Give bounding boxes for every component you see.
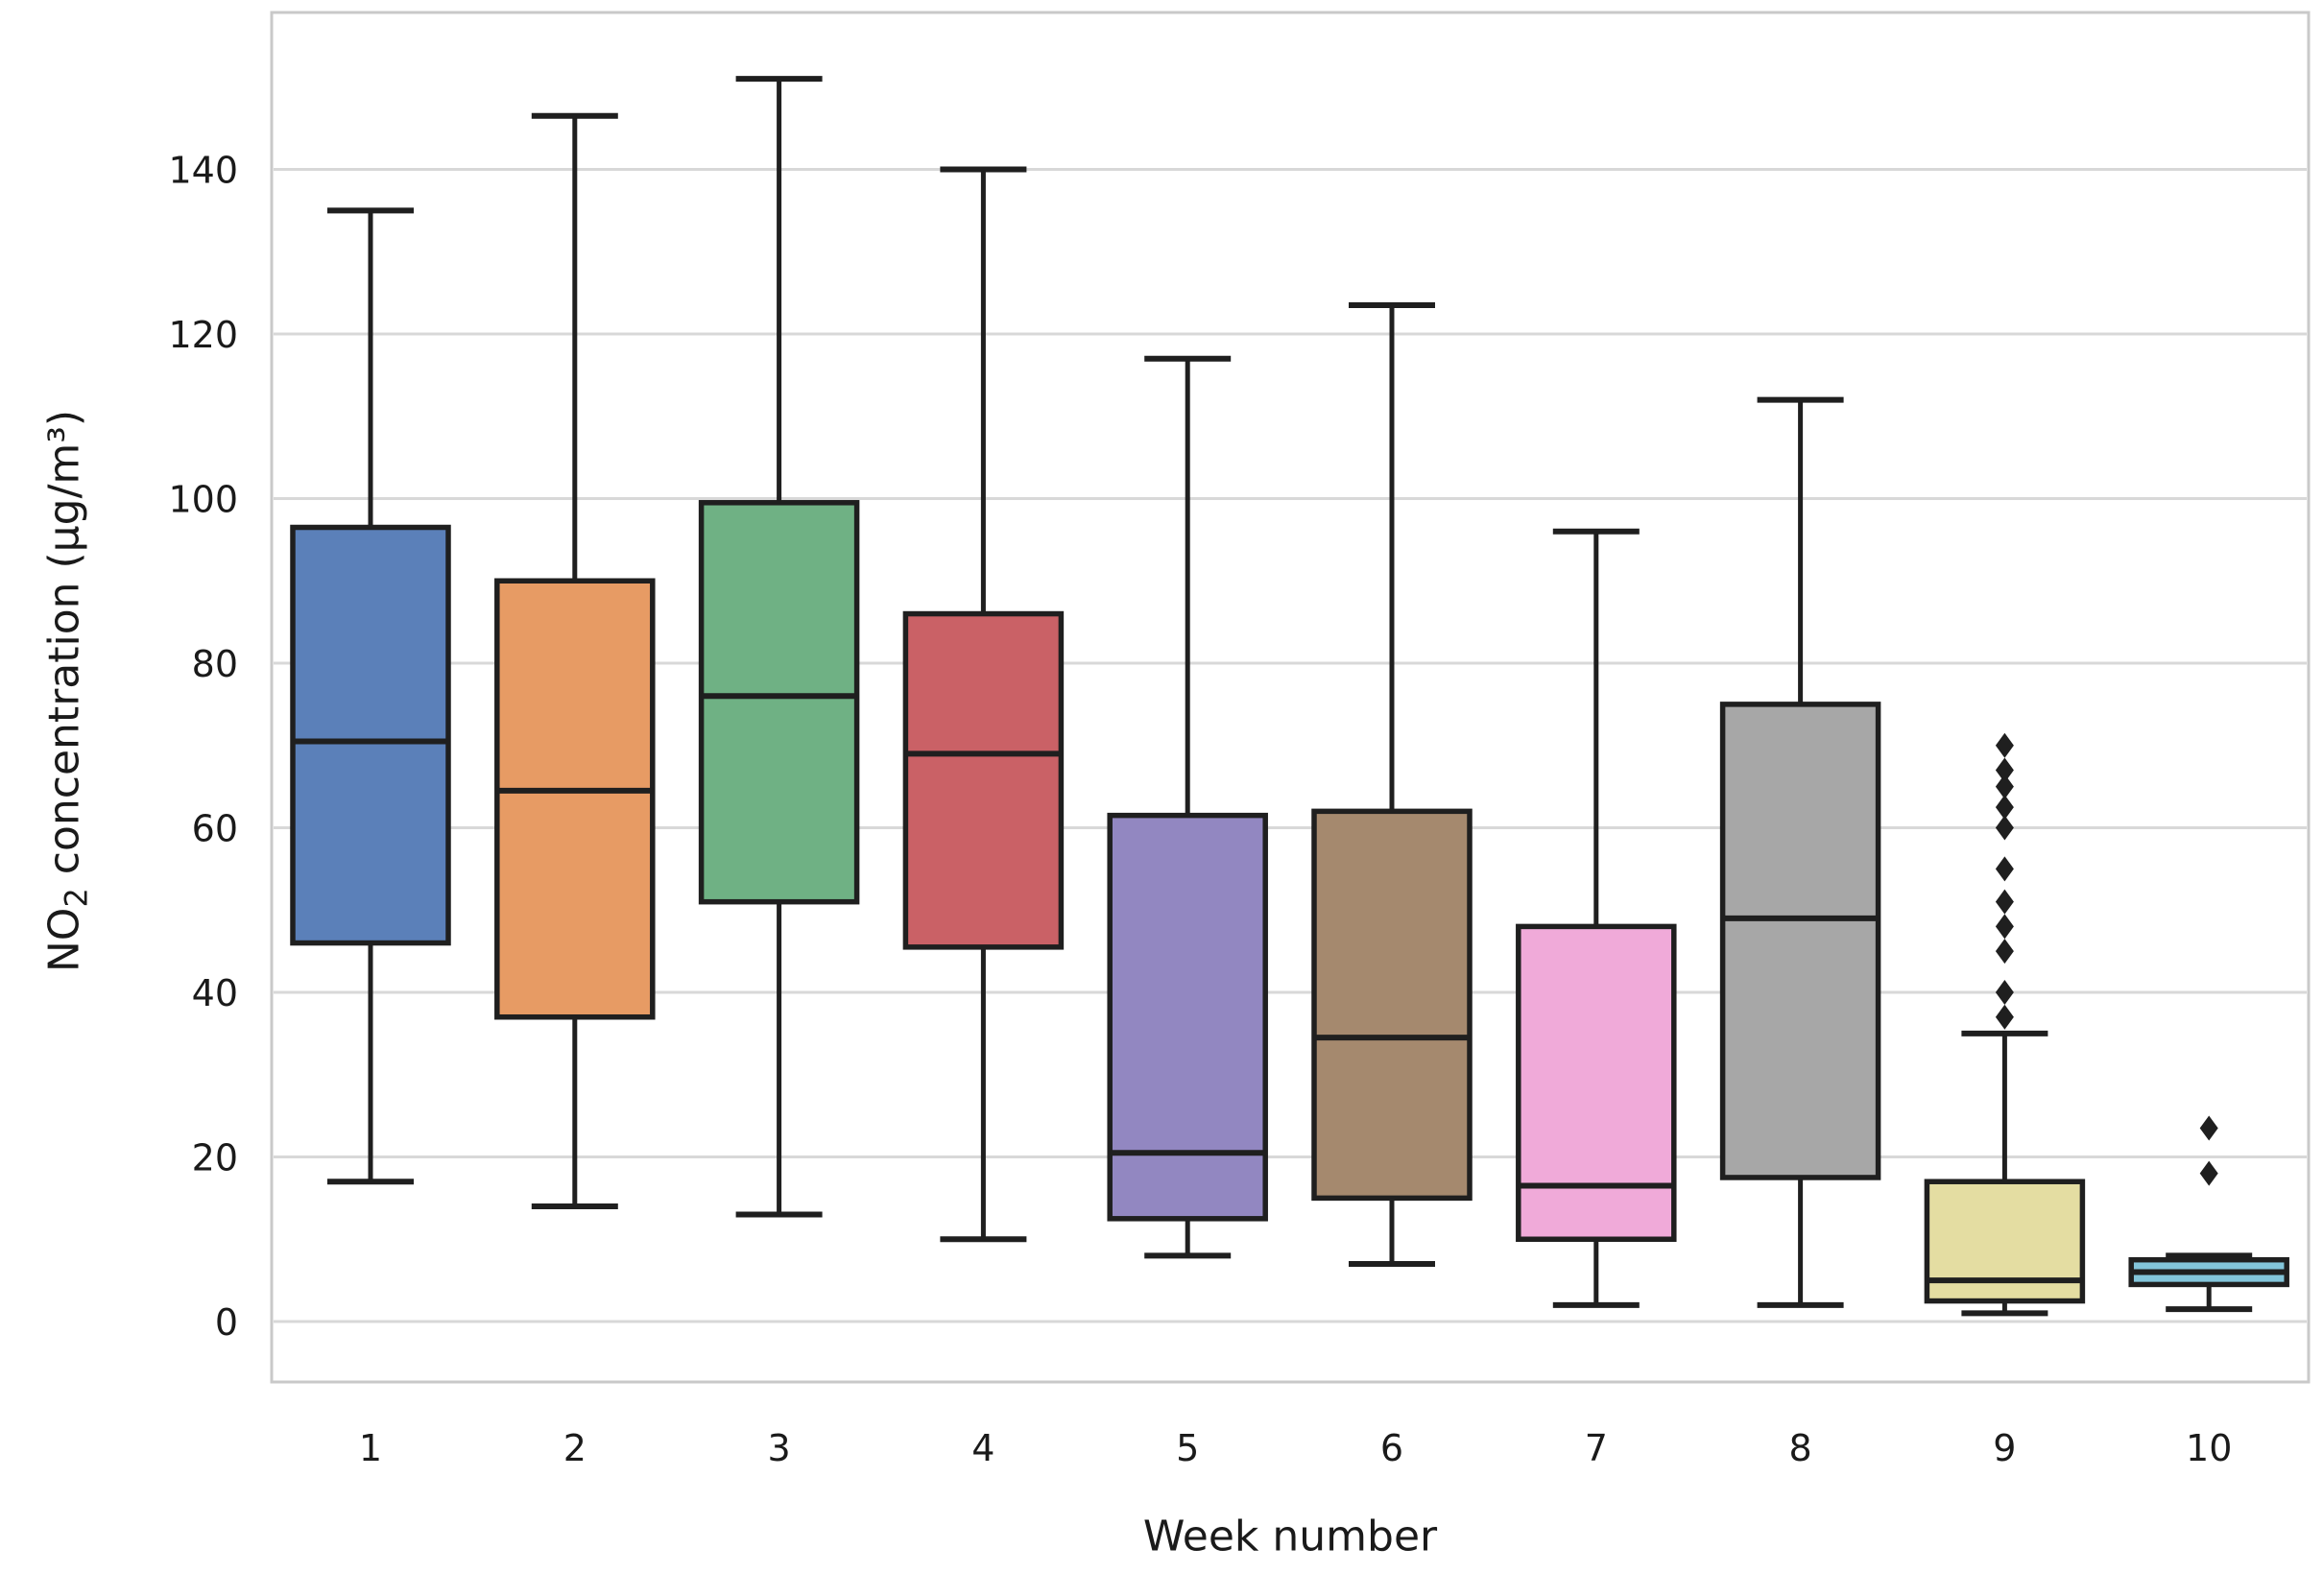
y-tick-label-0: 0 <box>215 1301 238 1344</box>
x-tick-label-6: 6 <box>1380 1427 1403 1469</box>
box-rect <box>494 578 656 1020</box>
x-tick-label-2: 2 <box>563 1427 587 1469</box>
outlier-point <box>2199 1160 2218 1186</box>
boxplot-week-9 <box>1924 732 2086 1317</box>
x-tick-label-1: 1 <box>359 1427 382 1469</box>
outlier-point <box>1995 795 2014 821</box>
boxplot-week-3 <box>698 76 860 1218</box>
y-tick-label-60: 60 <box>192 808 238 850</box>
x-axis-title: Week number <box>1143 1513 1437 1561</box>
x-tick-label-7: 7 <box>1585 1427 1608 1469</box>
outlier-point <box>1995 1004 2014 1030</box>
y-axis-title-main: NO <box>39 907 89 973</box>
box-rect <box>1516 923 1677 1243</box>
y-tick-label-40: 40 <box>192 972 238 1014</box>
y-axis-title: NO2 concentration (µg/m³) <box>40 410 95 972</box>
x-tick-label-5: 5 <box>1176 1427 1199 1469</box>
x-tick-label-10: 10 <box>2186 1427 2232 1469</box>
y-tick-label-20: 20 <box>192 1137 238 1179</box>
boxplot-week-7 <box>1516 528 1677 1308</box>
x-tick-label-4: 4 <box>971 1427 994 1469</box>
y-tick-label-100: 100 <box>168 479 238 521</box>
outlier-point <box>1995 889 2014 915</box>
outlier-point <box>1995 757 2014 783</box>
box-rect <box>1311 808 1473 1202</box>
boxplot-week-2 <box>494 112 656 1209</box>
y-axis-title-subscript: 2 <box>58 888 95 908</box>
y-tick-label-120: 120 <box>168 314 238 356</box>
box-rect <box>1719 702 1881 1180</box>
boxplot-week-6 <box>1311 301 1473 1267</box>
outlier-point <box>1995 732 2014 758</box>
x-tick-label-9: 9 <box>1993 1427 2016 1469</box>
y-tick-label-80: 80 <box>192 643 238 685</box>
y-axis-title-rest: concentration (µg/m³) <box>39 409 89 889</box>
outlier-point <box>1995 774 2014 799</box>
outlier-point <box>1995 914 2014 940</box>
plot-border <box>270 11 2311 1384</box>
box-rect <box>902 610 1065 950</box>
box-rect <box>1107 812 1268 1222</box>
boxplot-week-10 <box>2128 1115 2289 1313</box>
outlier-point <box>2199 1115 2218 1141</box>
boxplot-week-4 <box>902 166 1065 1243</box>
outlier-point <box>1995 856 2014 882</box>
outlier-point <box>1995 939 2014 965</box>
boxplot-week-5 <box>1107 355 1268 1259</box>
box-rect <box>290 524 451 946</box>
outlier-point <box>1995 815 2014 841</box>
boxplot-week-8 <box>1719 396 1881 1308</box>
x-axis-title-text: Week number <box>1142 1512 1438 1561</box>
boxplot-week-1 <box>290 207 451 1185</box>
x-tick-label-3: 3 <box>768 1427 791 1469</box>
x-tick-label-8: 8 <box>1789 1427 1812 1469</box>
outlier-point <box>1995 980 2014 1005</box>
box-rect <box>698 500 860 905</box>
y-tick-label-140: 140 <box>168 150 238 192</box>
